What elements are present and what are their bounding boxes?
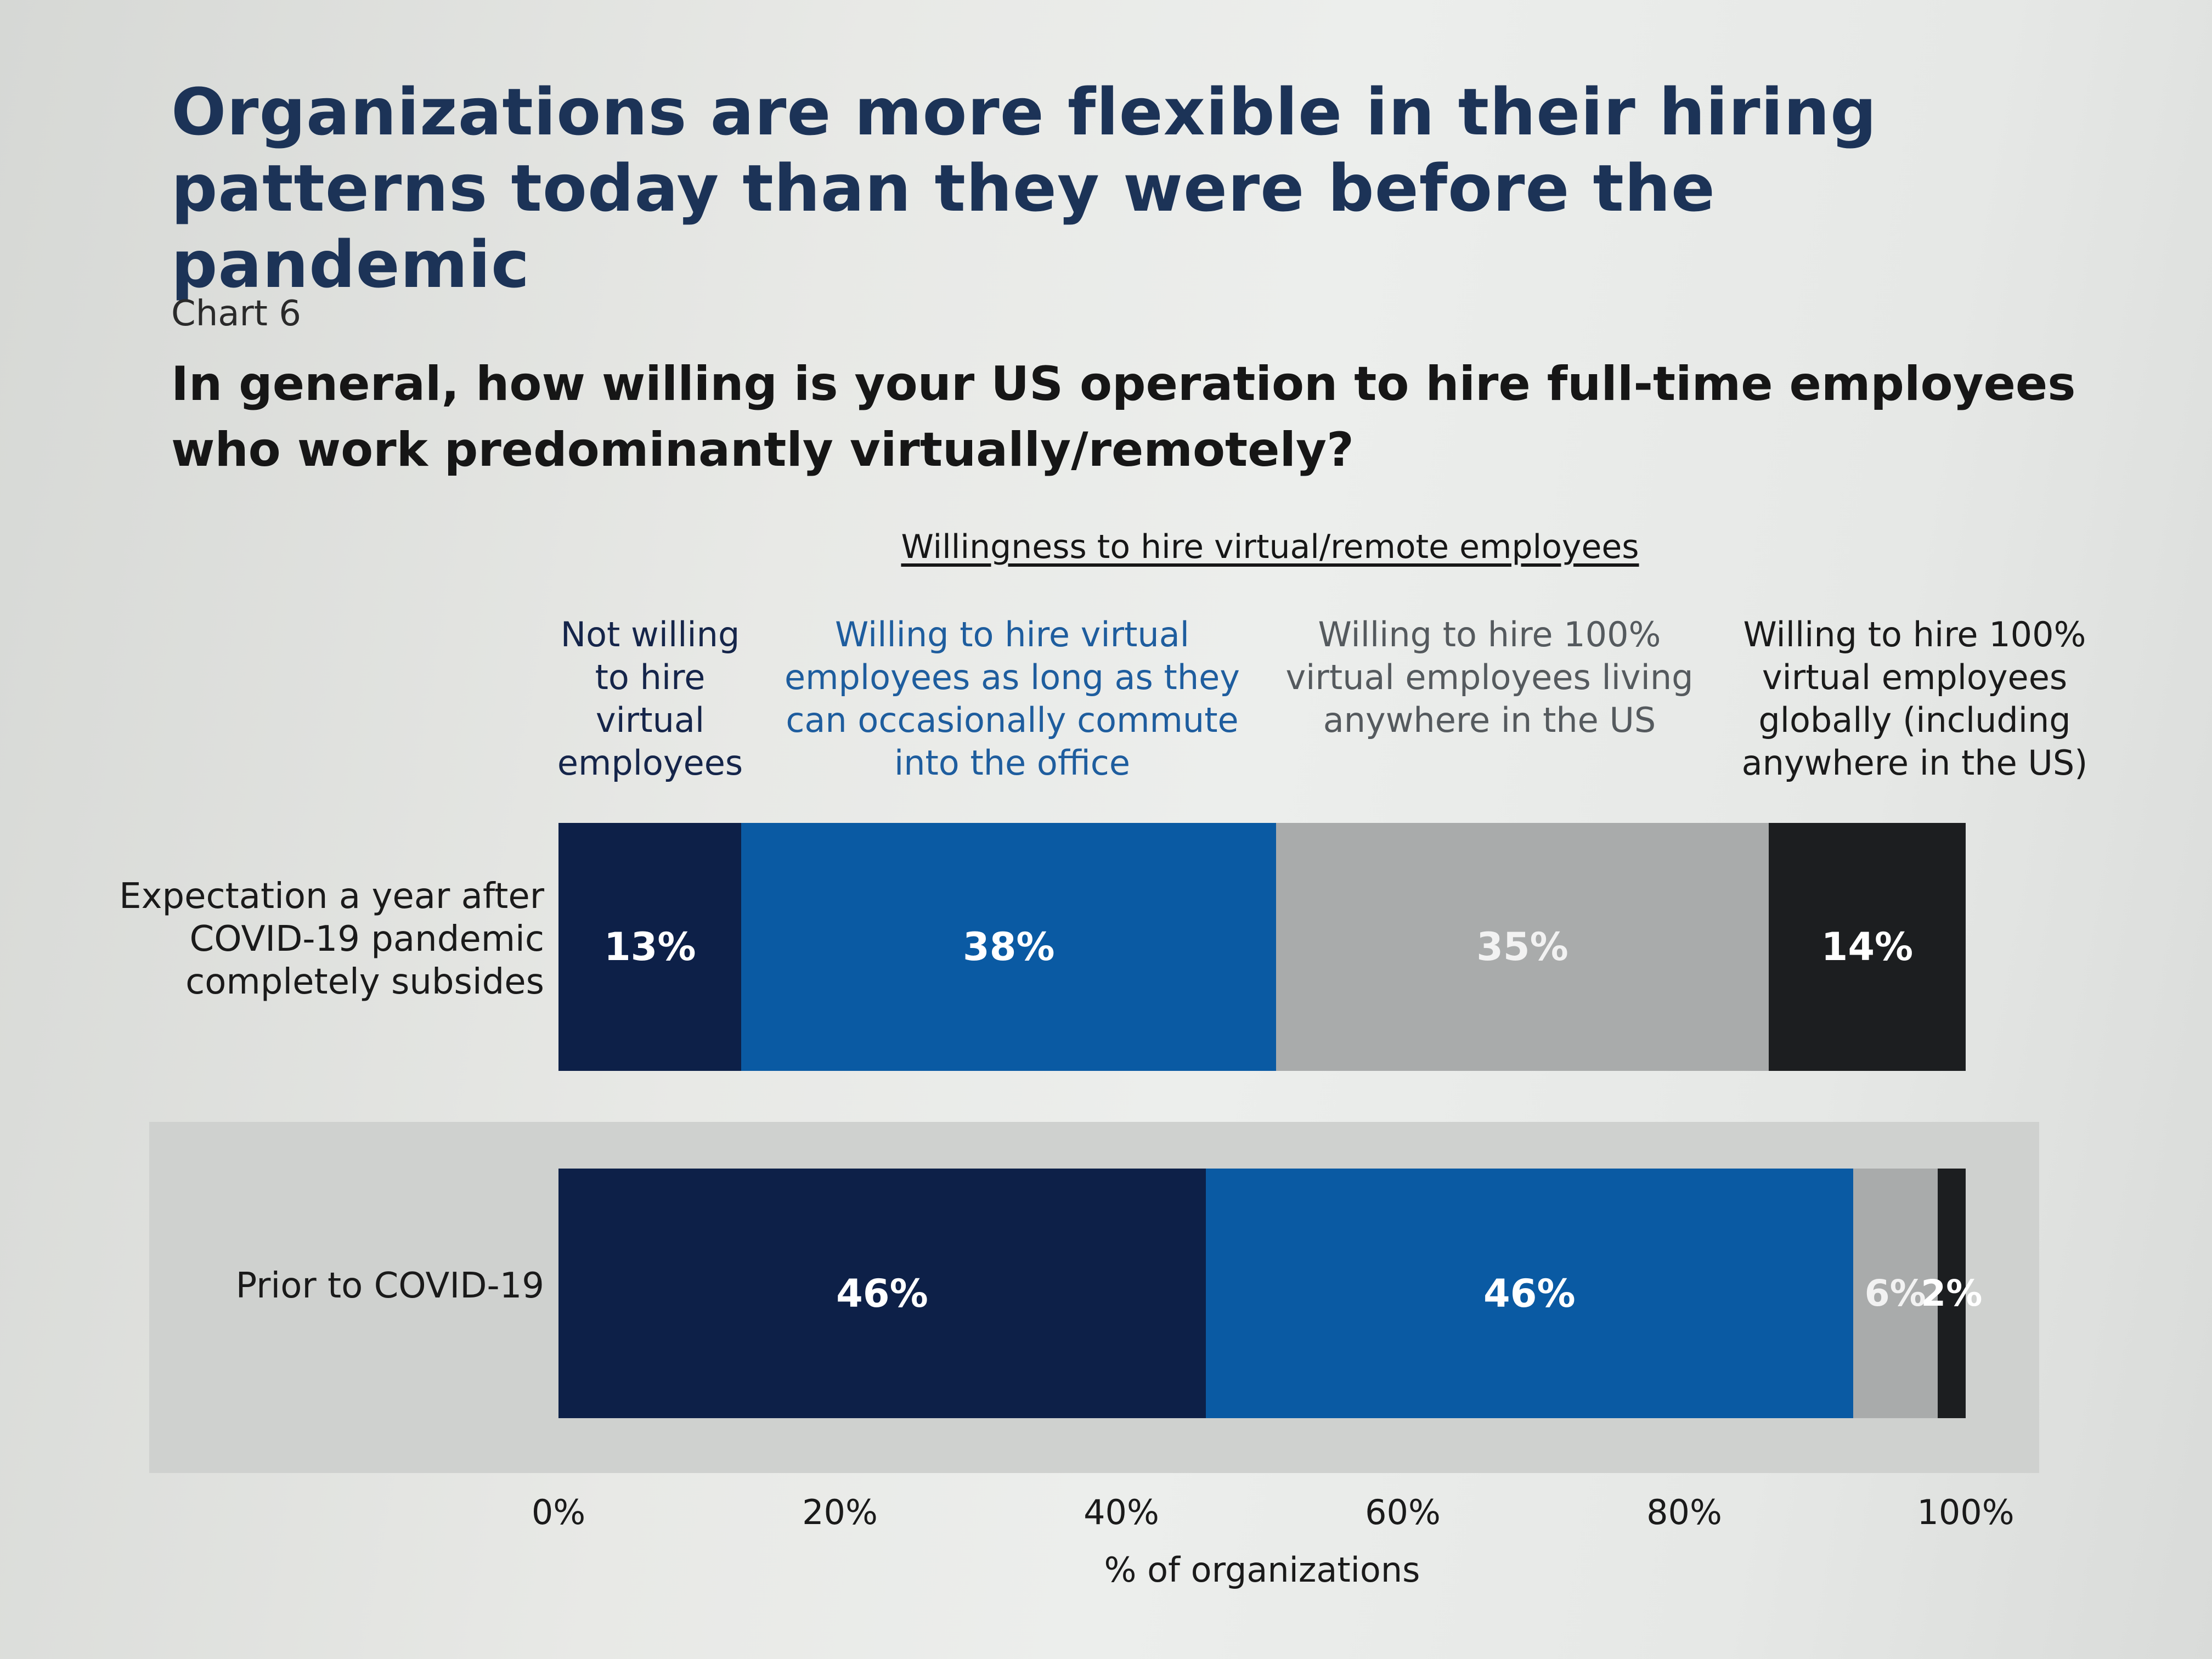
data-label: 46% xyxy=(1483,1271,1576,1316)
chart-title-text: Willingness to hire virtual/remote emplo… xyxy=(901,528,1639,566)
x-tick-label: 40% xyxy=(1084,1492,1159,1532)
bar-segment-not-willing: 13% xyxy=(558,823,742,1071)
bar-row-prior: 46% 46% 6% 2% xyxy=(558,1169,1982,1418)
row-label-expectation: Expectation a year after COVID-19 pandem… xyxy=(119,876,544,1003)
legend-header-us-anywhere: Willing to hire 100% virtual employees l… xyxy=(1285,614,1694,741)
data-label: 13% xyxy=(603,924,696,969)
survey-question: In general, how willing is your US opera… xyxy=(171,357,2076,478)
bar-segment-not-willing: 46% xyxy=(558,1169,1206,1418)
legend-header-not-willing: Not willing to hire virtual employees xyxy=(557,614,743,783)
bar-segment-global: 14% xyxy=(1768,823,1966,1071)
data-label: 46% xyxy=(836,1271,928,1316)
chart-number: Chart 6 xyxy=(171,294,301,334)
x-tick-label: 100% xyxy=(1917,1492,2015,1532)
bar-segment-commute: 38% xyxy=(741,823,1277,1071)
bar-segment-global: 2% xyxy=(1921,1169,1982,1418)
data-label: 2% xyxy=(1921,1272,1983,1314)
x-tick-label: 60% xyxy=(1365,1492,1441,1532)
headline: Organizations are more flexible in their… xyxy=(171,74,1877,303)
bar-segment-us-anywhere: 6% xyxy=(1853,1169,1938,1418)
x-axis-title: % of organizations xyxy=(1104,1550,1420,1590)
bar-segment-commute: 46% xyxy=(1205,1169,1853,1418)
x-tick-label: 80% xyxy=(1646,1492,1722,1532)
x-tick-label: 0% xyxy=(531,1492,586,1532)
legend-header-commute: Willing to hire virtual employees as lon… xyxy=(784,614,1240,783)
legend-header-global: Willing to hire 100% virtual employees g… xyxy=(1741,614,2088,783)
row-label-prior: Prior to COVID-19 xyxy=(235,1266,544,1306)
data-label: 35% xyxy=(1476,924,1568,969)
x-tick-label: 20% xyxy=(802,1492,878,1532)
x-axis: 0% 20% 40% 60% 80% 100% xyxy=(532,1492,2015,1542)
data-label: 6% xyxy=(1864,1272,1926,1314)
data-label: 38% xyxy=(963,924,1055,969)
bar-row-expectation: 13% 38% 35% 14% xyxy=(558,823,1966,1071)
bar-segment-us-anywhere: 35% xyxy=(1276,823,1769,1071)
chart-title: Willingness to hire virtual/remote emplo… xyxy=(680,528,1860,566)
data-label: 14% xyxy=(1821,924,1914,969)
